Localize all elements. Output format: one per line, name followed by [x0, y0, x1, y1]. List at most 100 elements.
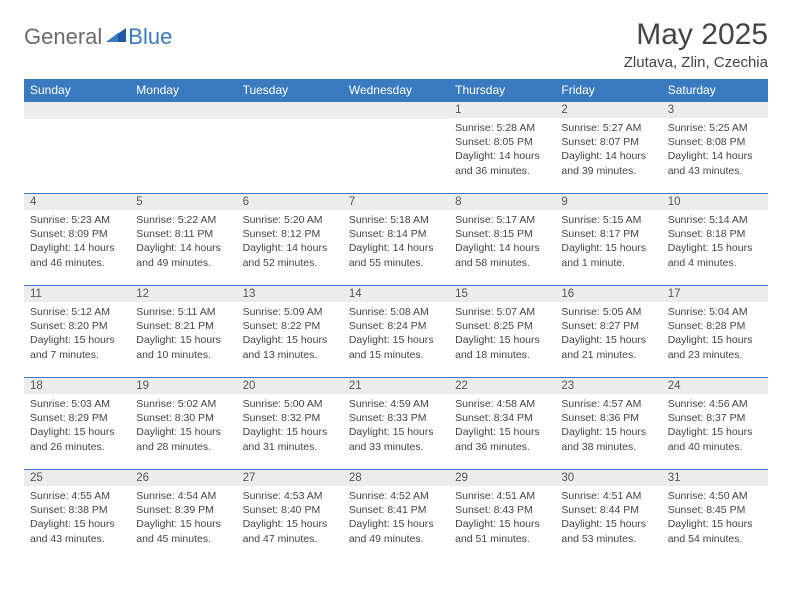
day-content: Sunrise: 5:14 AMSunset: 8:18 PMDaylight:…: [662, 210, 768, 274]
day-number: 30: [555, 469, 661, 486]
day-number: 28: [343, 469, 449, 486]
day-content: Sunrise: 4:51 AMSunset: 8:43 PMDaylight:…: [449, 486, 555, 550]
calendar-day-cell: 5Sunrise: 5:22 AMSunset: 8:11 PMDaylight…: [130, 193, 236, 285]
location-subtitle: Zlutava, Zlin, Czechia: [624, 54, 768, 71]
daylight-text: Daylight: 15 hours and 10 minutes.: [136, 333, 230, 361]
calendar-day-cell: 21Sunrise: 4:59 AMSunset: 8:33 PMDayligh…: [343, 377, 449, 469]
day-content: Sunrise: 4:55 AMSunset: 8:38 PMDaylight:…: [24, 486, 130, 550]
sunrise-text: Sunrise: 5:04 AM: [668, 305, 762, 319]
calendar-day-cell: 24Sunrise: 4:56 AMSunset: 8:37 PMDayligh…: [662, 377, 768, 469]
daylight-text: Daylight: 14 hours and 39 minutes.: [561, 149, 655, 177]
day-number: 17: [662, 285, 768, 302]
sunrise-text: Sunrise: 5:02 AM: [136, 397, 230, 411]
daylight-text: Daylight: 15 hours and 31 minutes.: [243, 425, 337, 453]
sunrise-text: Sunrise: 5:28 AM: [455, 121, 549, 135]
sunset-text: Sunset: 8:25 PM: [455, 319, 549, 333]
sunrise-text: Sunrise: 4:55 AM: [30, 489, 124, 503]
day-content: Sunrise: 4:53 AMSunset: 8:40 PMDaylight:…: [237, 486, 343, 550]
weekday-header-sunday: Sunday: [24, 79, 130, 101]
day-content: Sunrise: 5:18 AMSunset: 8:14 PMDaylight:…: [343, 210, 449, 274]
day-content: Sunrise: 5:02 AMSunset: 8:30 PMDaylight:…: [130, 394, 236, 458]
day-content: Sunrise: 5:12 AMSunset: 8:20 PMDaylight:…: [24, 302, 130, 366]
day-number: 27: [237, 469, 343, 486]
weekday-header-friday: Friday: [555, 79, 661, 101]
day-content: Sunrise: 5:20 AMSunset: 8:12 PMDaylight:…: [237, 210, 343, 274]
calendar-day-cell: 27Sunrise: 4:53 AMSunset: 8:40 PMDayligh…: [237, 469, 343, 561]
day-number: 5: [130, 193, 236, 210]
calendar-day-cell: 13Sunrise: 5:09 AMSunset: 8:22 PMDayligh…: [237, 285, 343, 377]
calendar-day-cell: 12Sunrise: 5:11 AMSunset: 8:21 PMDayligh…: [130, 285, 236, 377]
empty-daynum: [24, 101, 130, 119]
calendar-day-cell: 2Sunrise: 5:27 AMSunset: 8:07 PMDaylight…: [555, 101, 661, 193]
day-number: 8: [449, 193, 555, 210]
daylight-text: Daylight: 15 hours and 26 minutes.: [30, 425, 124, 453]
calendar-day-cell: 25Sunrise: 4:55 AMSunset: 8:38 PMDayligh…: [24, 469, 130, 561]
sunrise-text: Sunrise: 4:59 AM: [349, 397, 443, 411]
day-number: 16: [555, 285, 661, 302]
sunset-text: Sunset: 8:12 PM: [243, 227, 337, 241]
day-content: Sunrise: 5:17 AMSunset: 8:15 PMDaylight:…: [449, 210, 555, 274]
daylight-text: Daylight: 14 hours and 55 minutes.: [349, 241, 443, 269]
sunrise-text: Sunrise: 5:12 AM: [30, 305, 124, 319]
sunrise-text: Sunrise: 5:09 AM: [243, 305, 337, 319]
sunrise-text: Sunrise: 5:07 AM: [455, 305, 549, 319]
calendar-week-row: 4Sunrise: 5:23 AMSunset: 8:09 PMDaylight…: [24, 193, 768, 285]
daylight-text: Daylight: 15 hours and 40 minutes.: [668, 425, 762, 453]
day-number: 25: [24, 469, 130, 486]
calendar-day-cell: 6Sunrise: 5:20 AMSunset: 8:12 PMDaylight…: [237, 193, 343, 285]
daylight-text: Daylight: 15 hours and 1 minute.: [561, 241, 655, 269]
daylight-text: Daylight: 15 hours and 7 minutes.: [30, 333, 124, 361]
day-content: Sunrise: 5:23 AMSunset: 8:09 PMDaylight:…: [24, 210, 130, 274]
day-content: Sunrise: 5:15 AMSunset: 8:17 PMDaylight:…: [555, 210, 661, 274]
sunset-text: Sunset: 8:20 PM: [30, 319, 124, 333]
sunrise-text: Sunrise: 5:27 AM: [561, 121, 655, 135]
day-content: Sunrise: 5:11 AMSunset: 8:21 PMDaylight:…: [130, 302, 236, 366]
day-number: 9: [555, 193, 661, 210]
daylight-text: Daylight: 14 hours and 58 minutes.: [455, 241, 549, 269]
sunrise-text: Sunrise: 5:08 AM: [349, 305, 443, 319]
day-number: 26: [130, 469, 236, 486]
daylight-text: Daylight: 14 hours and 49 minutes.: [136, 241, 230, 269]
sunset-text: Sunset: 8:21 PM: [136, 319, 230, 333]
day-number: 15: [449, 285, 555, 302]
sunrise-text: Sunrise: 5:15 AM: [561, 213, 655, 227]
logo: General Blue: [24, 18, 172, 50]
day-content: Sunrise: 5:04 AMSunset: 8:28 PMDaylight:…: [662, 302, 768, 366]
calendar-day-cell: 8Sunrise: 5:17 AMSunset: 8:15 PMDaylight…: [449, 193, 555, 285]
daylight-text: Daylight: 15 hours and 15 minutes.: [349, 333, 443, 361]
day-content: Sunrise: 5:08 AMSunset: 8:24 PMDaylight:…: [343, 302, 449, 366]
day-number: 3: [662, 101, 768, 118]
sunset-text: Sunset: 8:27 PM: [561, 319, 655, 333]
day-number: 29: [449, 469, 555, 486]
day-content: Sunrise: 4:54 AMSunset: 8:39 PMDaylight:…: [130, 486, 236, 550]
daylight-text: Daylight: 15 hours and 28 minutes.: [136, 425, 230, 453]
day-number: 21: [343, 377, 449, 394]
daylight-text: Daylight: 14 hours and 52 minutes.: [243, 241, 337, 269]
calendar-week-row: 11Sunrise: 5:12 AMSunset: 8:20 PMDayligh…: [24, 285, 768, 377]
daylight-text: Daylight: 14 hours and 36 minutes.: [455, 149, 549, 177]
sunrise-text: Sunrise: 5:20 AM: [243, 213, 337, 227]
calendar-empty-cell: [24, 101, 130, 193]
day-content: Sunrise: 4:52 AMSunset: 8:41 PMDaylight:…: [343, 486, 449, 550]
day-content: Sunrise: 4:51 AMSunset: 8:44 PMDaylight:…: [555, 486, 661, 550]
daylight-text: Daylight: 15 hours and 4 minutes.: [668, 241, 762, 269]
day-content: Sunrise: 5:07 AMSunset: 8:25 PMDaylight:…: [449, 302, 555, 366]
daylight-text: Daylight: 15 hours and 45 minutes.: [136, 517, 230, 545]
day-number: 12: [130, 285, 236, 302]
day-content: Sunrise: 5:03 AMSunset: 8:29 PMDaylight:…: [24, 394, 130, 458]
day-content: Sunrise: 5:09 AMSunset: 8:22 PMDaylight:…: [237, 302, 343, 366]
calendar-day-cell: 23Sunrise: 4:57 AMSunset: 8:36 PMDayligh…: [555, 377, 661, 469]
calendar-day-cell: 17Sunrise: 5:04 AMSunset: 8:28 PMDayligh…: [662, 285, 768, 377]
day-content: Sunrise: 4:57 AMSunset: 8:36 PMDaylight:…: [555, 394, 661, 458]
calendar-day-cell: 9Sunrise: 5:15 AMSunset: 8:17 PMDaylight…: [555, 193, 661, 285]
calendar-day-cell: 1Sunrise: 5:28 AMSunset: 8:05 PMDaylight…: [449, 101, 555, 193]
sunrise-text: Sunrise: 5:17 AM: [455, 213, 549, 227]
sunset-text: Sunset: 8:07 PM: [561, 135, 655, 149]
weekday-header-monday: Monday: [130, 79, 236, 101]
weekday-header-wednesday: Wednesday: [343, 79, 449, 101]
calendar-day-cell: 11Sunrise: 5:12 AMSunset: 8:20 PMDayligh…: [24, 285, 130, 377]
calendar-week-row: 1Sunrise: 5:28 AMSunset: 8:05 PMDaylight…: [24, 101, 768, 193]
day-content: Sunrise: 5:05 AMSunset: 8:27 PMDaylight:…: [555, 302, 661, 366]
day-content: Sunrise: 4:58 AMSunset: 8:34 PMDaylight:…: [449, 394, 555, 458]
sunset-text: Sunset: 8:43 PM: [455, 503, 549, 517]
